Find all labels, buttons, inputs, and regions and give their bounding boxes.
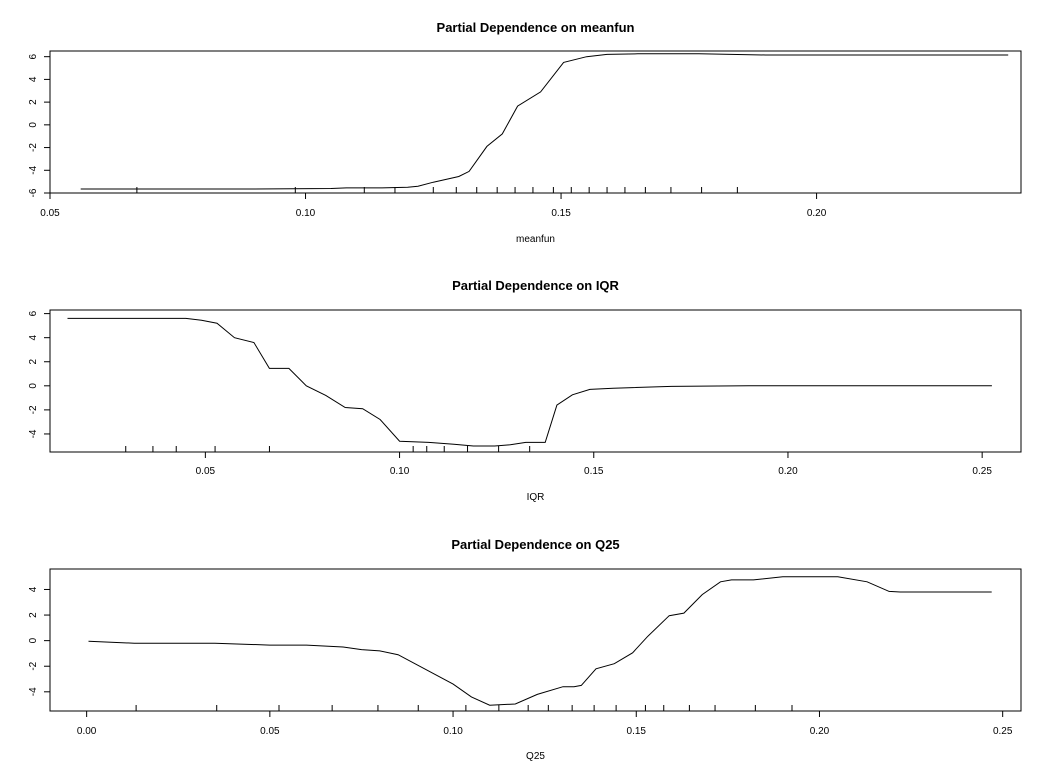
y-tick-label: 6	[28, 310, 39, 316]
y-tick-label: 6	[28, 53, 39, 59]
partial-dependence-line	[80, 53, 1009, 190]
x-tick-label: 0.25	[972, 466, 992, 477]
x-axis-label: Q25	[526, 751, 545, 762]
chart-panel-1: Partial Dependence on meanfun 0.05 0.10 0.1…	[28, 20, 1022, 245]
partial-dependence-line	[88, 576, 992, 706]
y-tick-label: 0	[28, 122, 39, 128]
y-tick-label: 4	[28, 76, 39, 82]
x-tick-label: 0.10	[390, 466, 410, 477]
y-tick-label: 2	[28, 359, 39, 365]
partial-dependence-line	[67, 317, 992, 447]
y-tick-label: -2	[28, 143, 39, 152]
x-tick-label: 0.05	[196, 466, 216, 477]
y-tick-label: 0	[28, 637, 39, 643]
y-tick-label: -2	[28, 661, 39, 670]
chart-panel-3: Partial Dependence on Q25 0.00 0.05 0.10 0.1…	[28, 537, 1022, 762]
y-tick-label: 2	[28, 99, 39, 105]
x-tick-label: 0.15	[551, 208, 571, 219]
plot-frame	[49, 50, 1022, 194]
y-tick-label: 4	[28, 586, 39, 592]
x-tick-label: 0.15	[627, 726, 647, 737]
x-tick-label: 0.25	[993, 726, 1013, 737]
x-tick-label: 0.20	[778, 466, 798, 477]
x-tick-label: 0.05	[40, 208, 60, 219]
plot-frame	[49, 568, 1022, 712]
x-tick-label: 0.05	[260, 726, 280, 737]
x-tick-label: 0.00	[77, 726, 97, 737]
y-tick-label: 2	[28, 612, 39, 618]
plot-frame	[49, 309, 1022, 453]
x-tick-label: 0.20	[807, 208, 827, 219]
x-tick-label: 0.20	[810, 726, 830, 737]
chart-title: Partial Dependence on Q25	[451, 537, 619, 552]
y-tick-label: -4	[28, 687, 39, 696]
x-axis-label: meanfun	[516, 234, 555, 245]
x-axis-label: IQR	[527, 492, 545, 503]
y-tick-label: -4	[28, 165, 39, 174]
chart-panel-2: Partial Dependence on IQR 0.05 0.10 0.15 0.2…	[28, 278, 1022, 503]
x-tick-label: 0.15	[584, 466, 604, 477]
y-tick-label: 0	[28, 383, 39, 389]
x-tick-label: 0.10	[443, 726, 463, 737]
x-tick-label: 0.10	[296, 208, 316, 219]
chart-title: Partial Dependence on IQR	[452, 278, 619, 293]
y-tick-label: -6	[28, 188, 39, 197]
y-tick-label: -4	[28, 429, 39, 438]
y-tick-label: 4	[28, 334, 39, 340]
y-tick-label: -2	[28, 405, 39, 414]
chart-title: Partial Dependence on meanfun	[437, 20, 635, 35]
